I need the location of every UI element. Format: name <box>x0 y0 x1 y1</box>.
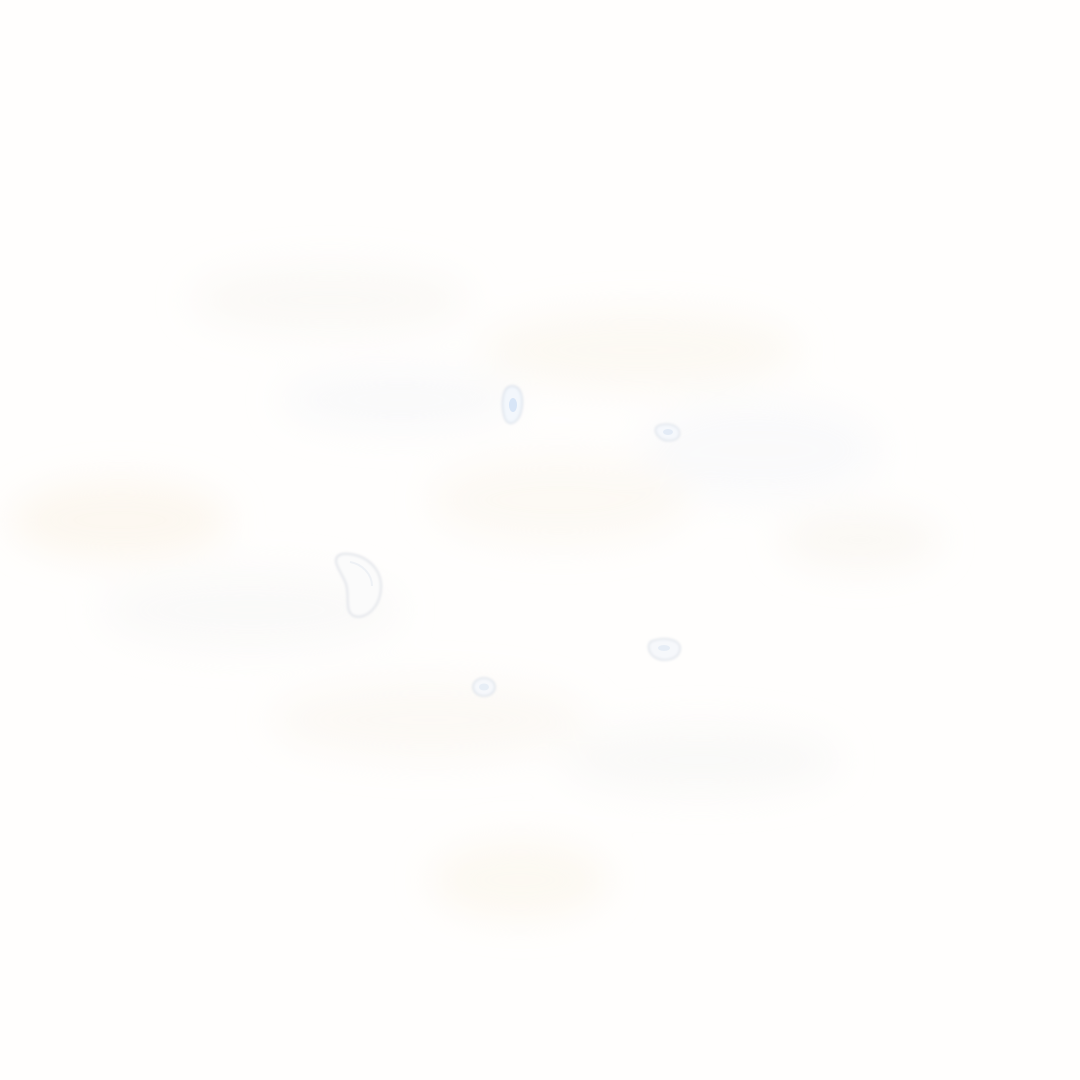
droplet-1 <box>501 385 523 424</box>
droplet-5 <box>472 677 496 697</box>
surface-mottling <box>10 265 940 920</box>
droplet-2 <box>654 423 681 442</box>
droplet-3 <box>335 553 382 618</box>
droplet-4 <box>647 638 681 661</box>
